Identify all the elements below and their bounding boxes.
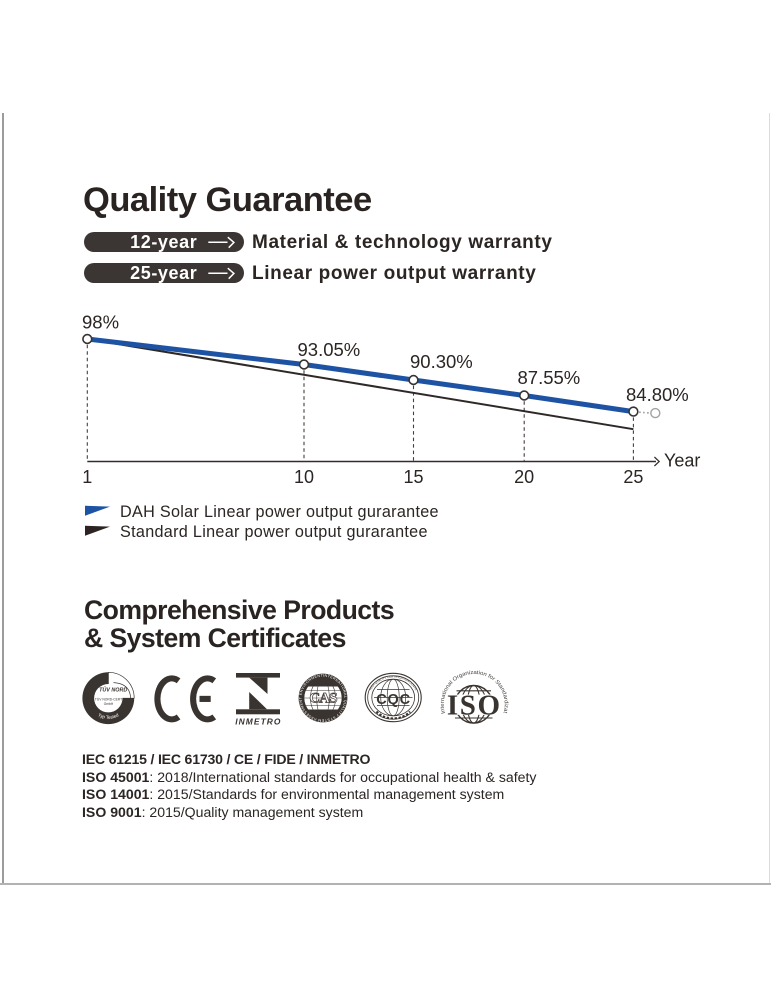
svg-text:15: 15	[403, 467, 423, 487]
svg-text:INTERNATIONAL QUALITY SYSTEM A: INTERNATIONAL QUALITY SYSTEM ASSESSMENT …	[0, 660, 347, 722]
svg-text:Year: Year	[664, 451, 700, 471]
svg-text:90.30%: 90.30%	[410, 351, 473, 372]
svg-text:Standard Linear power output g: Standard Linear power output gurarantee	[120, 523, 428, 541]
svg-text:25: 25	[623, 467, 643, 487]
svg-text:ISO: ISO	[447, 690, 502, 722]
svg-text:TÜV NORD-CERT: TÜV NORD-CERT	[95, 698, 122, 702]
svg-text:GmbH: GmbH	[104, 702, 114, 706]
svg-text:TÜV NORD: TÜV NORD	[99, 687, 127, 694]
svg-text:93.05%: 93.05%	[298, 339, 361, 360]
svg-text:84.80%: 84.80%	[626, 384, 689, 405]
svg-text:Typ Tested: Typ Tested	[97, 712, 120, 720]
svg-text:INMETRO: INMETRO	[235, 717, 281, 727]
svg-text:98%: 98%	[82, 311, 119, 332]
svg-text:CAS: CAS	[309, 691, 337, 707]
svg-text:20: 20	[514, 467, 534, 487]
svg-text:87.55%: 87.55%	[518, 367, 581, 388]
svg-text:CQC: CQC	[376, 692, 411, 708]
svg-text:1: 1	[82, 467, 92, 487]
svg-text:DAH Solar Linear power output: DAH Solar Linear power output gurarantee	[120, 503, 439, 521]
svg-text:10: 10	[294, 467, 314, 487]
